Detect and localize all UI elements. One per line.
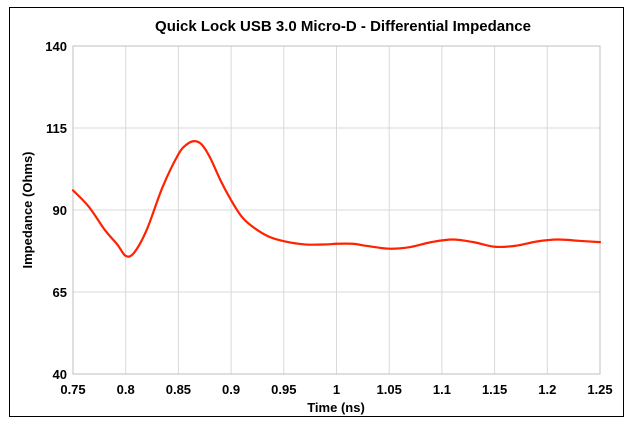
y-tick-label: 115	[46, 121, 67, 136]
x-tick-label: 0.9	[222, 382, 240, 397]
y-tick-label: 140	[45, 39, 67, 54]
y-tick-label: 90	[53, 203, 67, 218]
y-axis-label: Impedance (Ohms)	[20, 151, 35, 268]
x-tick-label: 1.25	[587, 382, 612, 397]
x-tick-label: 0.95	[271, 382, 296, 397]
y-tick-label: 40	[53, 367, 67, 382]
x-axis-label: Time (ns)	[307, 400, 365, 415]
grid	[72, 45, 601, 375]
plot-area	[72, 45, 601, 375]
impedance-series-line	[71, 140, 602, 258]
chart-title: Quick Lock USB 3.0 Micro-D - Differentia…	[155, 18, 531, 35]
x-axis-ticks: 0.75 0.8 0.85 0.9 0.95 1 1.05 1.1 1.15 1.2 1.25	[60, 382, 612, 397]
x-tick-label: 0.8	[117, 382, 135, 397]
x-tick-label: 1.05	[377, 382, 402, 397]
x-tick-label: 1.15	[482, 382, 507, 397]
impedance-chart: Quick Lock USB 3.0 Micro-D - Differentia…	[20, 18, 613, 415]
x-tick-label: 1.1	[433, 382, 451, 397]
x-tick-label: 0.75	[60, 382, 85, 397]
chart-frame: Quick Lock USB 3.0 Micro-D - Differentia…	[9, 7, 624, 417]
x-tick-label: 0.85	[166, 382, 191, 397]
y-tick-label: 65	[53, 285, 67, 300]
x-tick-label: 1	[333, 382, 340, 397]
x-tick-label: 1.2	[538, 382, 556, 397]
y-axis-ticks: 40 65 90 115 140	[45, 39, 67, 382]
